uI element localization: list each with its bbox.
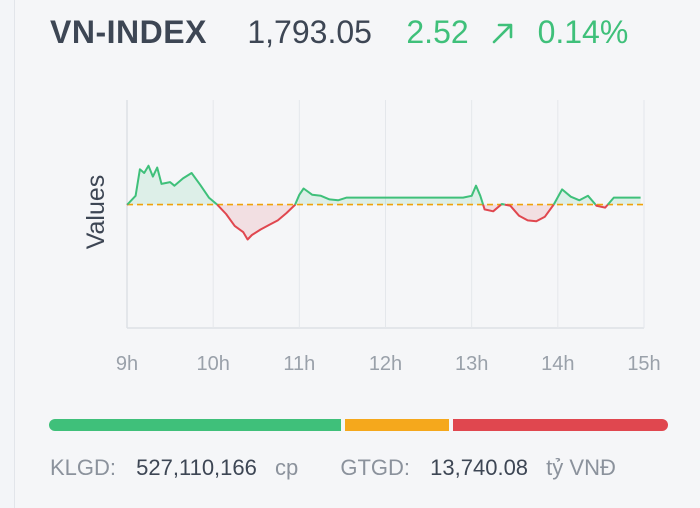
x-tick-label: 13h — [455, 353, 488, 375]
series-line-segment — [216, 203, 297, 241]
series-line-segment — [594, 203, 609, 209]
volume-value: 527,110,166 — [136, 455, 257, 480]
y-axis-label: Values — [82, 175, 110, 250]
series-line — [126, 164, 641, 241]
volume-unit: cp — [275, 455, 299, 480]
x-axis-ticks: 9h 10h 11h 12h 13h 14h 15h — [116, 353, 661, 375]
advancing-bar — [49, 419, 342, 431]
series-area — [607, 197, 641, 205]
chart-fills — [127, 165, 641, 240]
index-change: 2.52 — [406, 14, 469, 50]
unchanged-bar — [345, 419, 450, 431]
advance-decline-bar — [49, 419, 668, 431]
value-label: GTGD: — [340, 455, 411, 480]
intraday-chart: 9h 10h 11h 12h 13h 14h 15h Values — [82, 100, 661, 375]
arrow-up-right-icon — [491, 21, 515, 45]
series-line-segment — [294, 184, 485, 205]
series-line-segment — [552, 188, 597, 206]
series-line-segment — [500, 203, 505, 206]
x-tick-label: 14h — [541, 353, 574, 375]
series-area — [504, 204, 554, 222]
series-line-segment — [607, 196, 641, 206]
series-line-segment — [482, 203, 502, 213]
series-line-segment — [504, 203, 555, 223]
x-tick-label: 11h — [283, 353, 315, 375]
x-tick-label: 12h — [369, 353, 402, 375]
trading-summary: KLGD: 527,110,166 cp GTGD: 13,740.08 tỷ … — [50, 455, 616, 481]
series-line-segment — [126, 164, 218, 206]
index-header: VN-INDEX 1,793.05 2.52 0.14% — [50, 14, 628, 58]
series-area — [295, 185, 484, 205]
series-area — [553, 189, 596, 205]
value-unit: tỷ VNĐ — [546, 455, 616, 480]
x-tick-label: 10h — [196, 353, 229, 375]
chart-grid — [126, 100, 645, 329]
series-area — [217, 204, 296, 240]
index-change-percent: 0.14% — [537, 14, 629, 50]
x-tick-label: 15h — [627, 353, 660, 375]
x-tick-label: 9h — [116, 353, 138, 375]
declining-bar — [453, 419, 668, 431]
volume-label: KLGD: — [50, 455, 117, 480]
value-value: 13,740.08 — [430, 455, 529, 480]
index-name: VN-INDEX — [50, 14, 207, 50]
index-value: 1,793.05 — [247, 14, 372, 50]
